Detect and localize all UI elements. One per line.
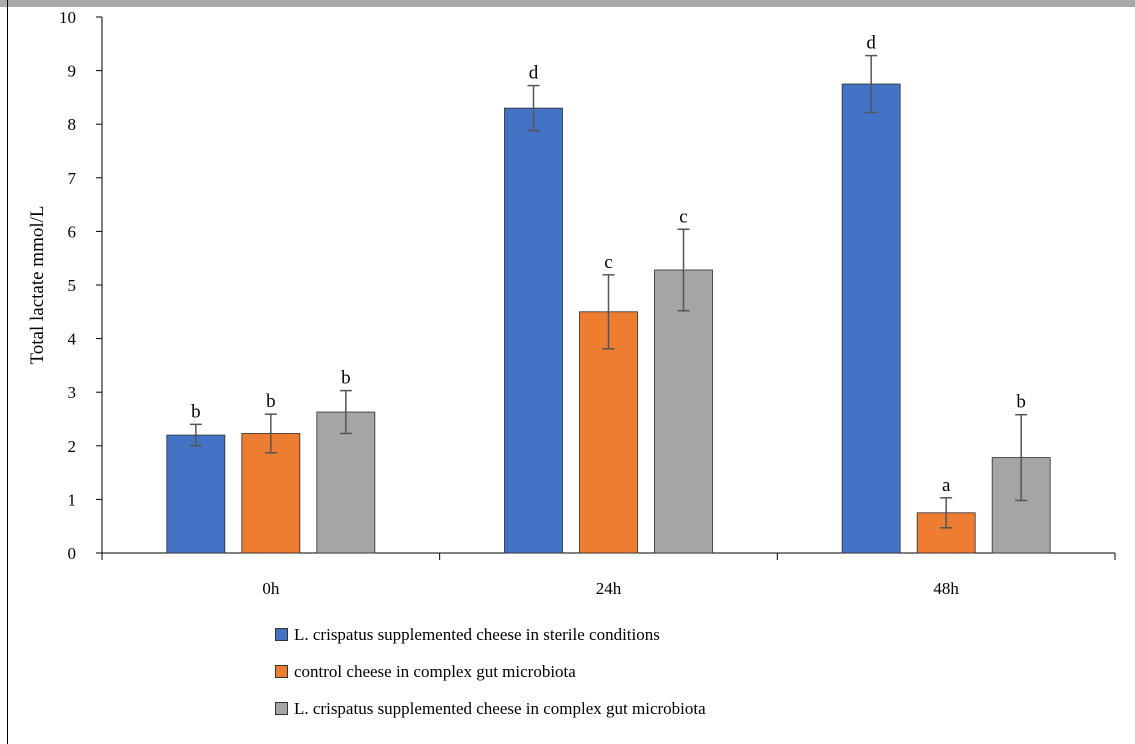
significance-label: b bbox=[341, 368, 351, 389]
top-band bbox=[0, 0, 1135, 7]
y-axis-label: Total lactate mmol/L bbox=[27, 205, 48, 364]
legend-item-series-3: L. crispatus supplemented cheese in comp… bbox=[275, 690, 706, 727]
bar bbox=[166, 434, 226, 554]
significance-label: b bbox=[1016, 392, 1026, 413]
legend-label: L. crispatus supplemented cheese in ster… bbox=[294, 624, 660, 644]
y-tick-label: 10 bbox=[59, 8, 76, 27]
significance-label: c bbox=[604, 252, 612, 273]
bar bbox=[841, 83, 901, 554]
y-tick-label: 9 bbox=[68, 62, 77, 81]
x-tick-label: 0h bbox=[262, 579, 280, 598]
chart-y-ticks: 0 1 2 3 4 5 6 7 8 9 10 bbox=[59, 8, 102, 563]
y-tick-label: 7 bbox=[68, 169, 77, 188]
legend-swatch bbox=[275, 702, 288, 715]
significance-label: d bbox=[866, 33, 876, 54]
y-tick-label: 0 bbox=[68, 544, 77, 563]
left-rule bbox=[7, 0, 8, 744]
y-tick-label: 4 bbox=[68, 330, 77, 349]
bar bbox=[504, 107, 563, 554]
significance-label: c bbox=[679, 206, 687, 227]
significance-label: b bbox=[191, 401, 201, 422]
chart-legend: L. crispatus supplemented cheese in ster… bbox=[275, 616, 706, 727]
chart-error-bars bbox=[189, 54, 1028, 529]
legend-swatch bbox=[275, 628, 288, 641]
y-tick-label: 6 bbox=[68, 222, 77, 241]
significance-label: a bbox=[942, 475, 951, 496]
bar bbox=[316, 411, 376, 554]
chart-significance-labels: b d d b c a b c b bbox=[191, 33, 1026, 496]
legend-label: L. crispatus supplemented cheese in comp… bbox=[294, 698, 706, 718]
y-tick-label: 1 bbox=[68, 490, 77, 509]
bar bbox=[654, 269, 713, 554]
chart-bars bbox=[166, 83, 1051, 554]
legend-item-series-1: L. crispatus supplemented cheese in ster… bbox=[275, 616, 706, 653]
x-tick-label: 24h bbox=[596, 579, 622, 598]
y-tick-label: 3 bbox=[68, 383, 77, 402]
significance-label: b bbox=[266, 391, 276, 412]
y-tick-label: 8 bbox=[68, 115, 77, 134]
y-tick-label: 2 bbox=[68, 437, 77, 456]
significance-label: d bbox=[529, 63, 539, 84]
bar-chart: b d d b c a b c b 0 1 2 3 4 5 6 7 8 9 10 0h 24h 48h Total la… bbox=[27, 8, 1116, 598]
x-tick-label: 48h bbox=[933, 579, 959, 598]
chart-x-ticks: 0h 24h 48h bbox=[101, 553, 1116, 598]
y-tick-label: 5 bbox=[68, 276, 77, 295]
legend-swatch bbox=[275, 665, 288, 678]
legend-item-series-2: control cheese in complex gut microbiota bbox=[275, 653, 706, 690]
legend-label: control cheese in complex gut microbiota bbox=[294, 661, 576, 681]
bar bbox=[579, 311, 638, 554]
